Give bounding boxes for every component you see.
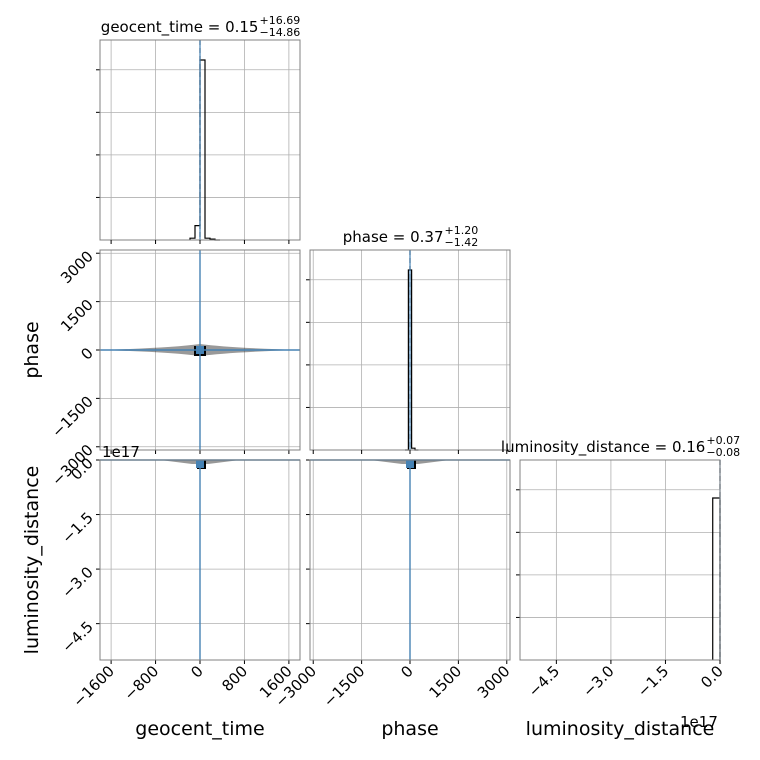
histogram-phase (405, 269, 419, 451)
title-minus-geocent_time: −14.86 (259, 26, 300, 39)
title-geocent_time: geocent_time = 0.15 +16.69−14.86 (101, 14, 300, 39)
x-tick-label-geocent_time: 0 (187, 662, 206, 681)
histogram-luminosity_distance (712, 497, 721, 660)
x-tick-label-luminosity_distance: −4.5 (525, 662, 563, 700)
truth-marker (406, 460, 414, 468)
offset-label-y: 1e17 (102, 443, 140, 461)
x-tick-label-phase: 3000 (474, 662, 514, 702)
panel-geocent_time-vs-luminosity_distance (96, 459, 301, 664)
frame-luminosity_distance-hist (519, 459, 721, 661)
offset-label-x: 1e17 (680, 713, 718, 731)
y-tick-label-phase: 3000 (57, 247, 97, 287)
title-phase: phase = 0.37 +1.20−1.42 (343, 224, 479, 249)
title-plus-phase: +1.20 (445, 224, 479, 237)
title-minus-phase: −1.42 (445, 236, 479, 249)
title-main-luminosity_distance: luminosity_distance = 0.16 (501, 438, 705, 457)
x-tick-label-geocent_time: −800 (121, 662, 163, 704)
x-axis-label-geocent_time: geocent_time (135, 718, 264, 740)
title-main-phase: phase = 0.37 (343, 228, 444, 246)
panel-phase-hist (306, 249, 511, 454)
y-tick-label-luminosity_distance: −4.5 (58, 618, 96, 656)
panel-phase-vs-luminosity_distance (306, 459, 511, 664)
x-tick-label-geocent_time: 800 (218, 662, 251, 695)
y-tick-label-phase: −1500 (48, 392, 97, 441)
x-axis-label-luminosity_distance: luminosity_distance (526, 718, 715, 740)
x-tick-label-geocent_time: −1600 (69, 662, 118, 711)
y-axis-label-phase: phase (21, 321, 43, 378)
y-tick-label-luminosity_distance: −1.5 (58, 509, 96, 547)
truth-marker (196, 460, 204, 468)
title-plus-geocent_time: +16.69 (259, 14, 300, 27)
y-axis-label-luminosity_distance: luminosity_distance (21, 466, 43, 655)
histogram-geocent_time (189, 59, 220, 241)
panel-geocent_time-vs-phase (96, 249, 301, 454)
frame-geocent_time-vs-phase (99, 249, 301, 451)
title-plus-luminosity_distance: +0.07 (706, 434, 740, 447)
y-tick-label-phase: 1500 (57, 296, 97, 336)
title-main-geocent_time: geocent_time = 0.15 (101, 18, 259, 37)
truth-marker (196, 346, 204, 354)
x-tick-label-phase: 1500 (425, 662, 465, 702)
x-axis-label-phase: phase (381, 718, 438, 740)
panel-geocent_time-hist (96, 39, 301, 244)
y-tick-label-luminosity_distance: −3.0 (58, 563, 96, 601)
panel-luminosity_distance-hist (516, 459, 721, 664)
x-tick-label-luminosity_distance: −1.5 (634, 662, 672, 700)
y-tick-label-phase: 0 (77, 344, 96, 363)
x-tick-label-phase: 0 (397, 662, 416, 681)
title-luminosity_distance: luminosity_distance = 0.16 +0.07−0.08 (501, 434, 740, 459)
frame-phase-vs-luminosity_distance (309, 459, 511, 661)
x-tick-label-luminosity_distance: 0.0 (697, 662, 727, 692)
title-minus-luminosity_distance: −0.08 (706, 446, 740, 459)
frame-geocent_time-vs-luminosity_distance (99, 459, 301, 661)
x-tick-label-luminosity_distance: −3.0 (579, 662, 617, 700)
x-tick-label-phase: −1500 (320, 662, 369, 711)
